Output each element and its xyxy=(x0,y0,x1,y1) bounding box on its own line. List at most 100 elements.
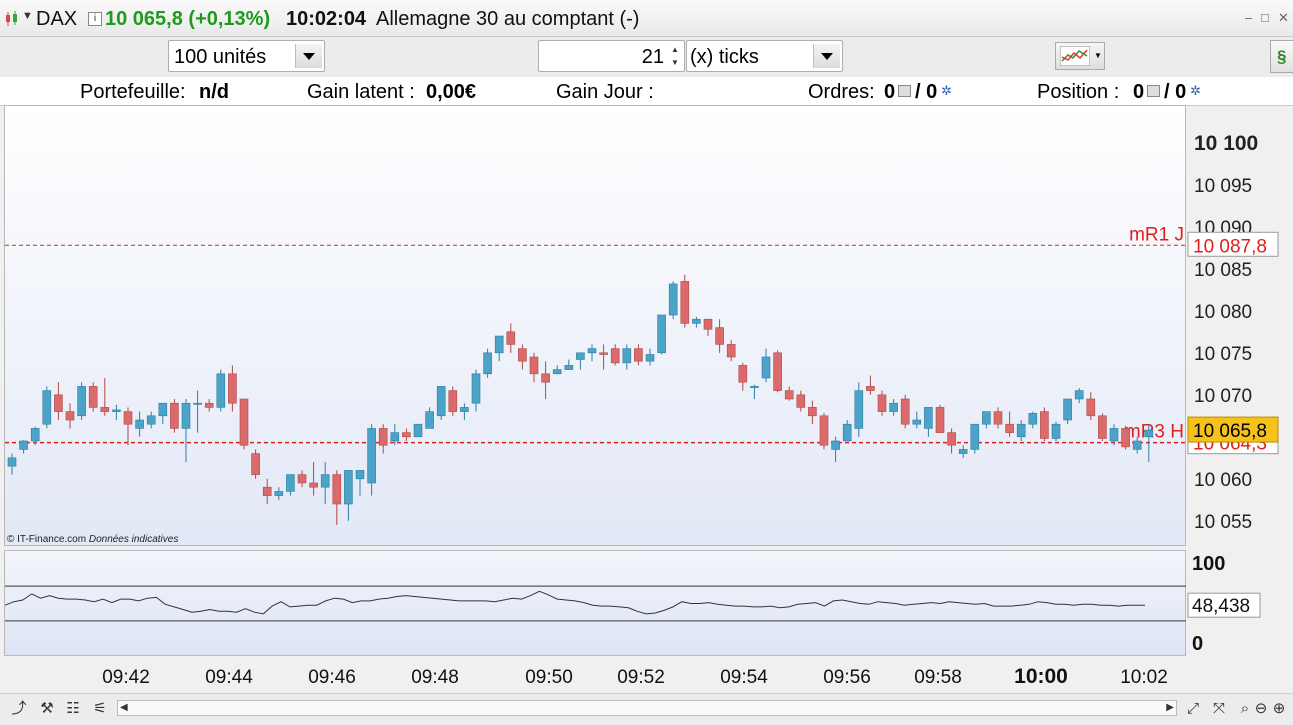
title-bar: ▼ DAX i 10 065,8 (+0,13%) 10:02:04 Allem… xyxy=(0,0,1293,37)
osc-line xyxy=(4,590,1145,615)
candle-body xyxy=(413,423,423,438)
quote-time: 10:02:04 xyxy=(286,8,367,30)
fit-icon[interactable]: ⤧ xyxy=(1212,700,1225,717)
instrument-description: Allemagne 30 au comptant (-) xyxy=(376,8,640,30)
maximize-button[interactable]: □ xyxy=(1261,10,1269,25)
quantity-value: 100 unités xyxy=(174,46,267,68)
oscillator-chart[interactable]: 100 0 48,438 xyxy=(0,550,1293,656)
orders-settings-icon[interactable]: ✲ xyxy=(941,83,952,98)
candle-body xyxy=(494,335,504,354)
y-tick-label: 10 075 xyxy=(1194,344,1252,365)
scroll-left-icon[interactable]: ◀ xyxy=(120,702,128,713)
candle-body xyxy=(889,402,898,412)
candle-body xyxy=(344,470,353,505)
osc-value-box xyxy=(1187,592,1261,618)
ticks-stepper[interactable]: ▲ ▼ xyxy=(671,45,679,67)
candle-body xyxy=(738,365,748,383)
chart-credit: © IT-Finance.com Données indicatives xyxy=(7,534,178,545)
symbol-name[interactable]: DAX xyxy=(36,8,78,30)
candle-body xyxy=(390,432,400,442)
candle-body xyxy=(680,281,690,324)
symbol-menu-chevron-icon[interactable]: ▼ xyxy=(22,10,33,22)
wrench-icon[interactable]: ⚒ xyxy=(40,700,54,717)
list-icon[interactable]: ☷ xyxy=(66,700,80,717)
candle-body xyxy=(808,407,817,417)
chart-style-chevron-icon: ▼ xyxy=(1094,51,1102,60)
zoom-search-icon[interactable]: ⌕ xyxy=(1240,700,1250,717)
candle-body xyxy=(239,398,249,446)
credit-text: © IT-Finance.com xyxy=(7,534,87,545)
candle-body xyxy=(1051,423,1061,439)
x-tick-label: 09:56 xyxy=(823,667,871,688)
candle-body xyxy=(1132,440,1142,450)
osc-max-label: 100 xyxy=(1192,553,1225,575)
candle-body xyxy=(332,474,342,505)
candle-body xyxy=(958,449,968,454)
close-button[interactable]: ✕ xyxy=(1278,10,1289,25)
candle-body xyxy=(471,373,481,404)
candle-body xyxy=(65,411,75,421)
zoom-in-icon[interactable]: ⊕ xyxy=(1272,700,1286,717)
candle-body xyxy=(1016,423,1026,438)
ticks-input[interactable]: 21 ▲ ▼ xyxy=(538,40,685,72)
ticks-unit-select[interactable]: (x) ticks xyxy=(686,40,843,72)
candle-body xyxy=(158,402,168,417)
candle-body xyxy=(77,386,86,417)
candle-body xyxy=(30,428,40,442)
candle-body xyxy=(866,386,875,391)
candle-body xyxy=(657,314,666,354)
position-count: 0 xyxy=(1133,81,1145,103)
side-panel-toggle[interactable]: § xyxy=(1270,40,1293,73)
candle-body xyxy=(1063,398,1072,421)
orders-list-icon[interactable] xyxy=(898,85,911,97)
oscillator-area[interactable] xyxy=(4,550,1186,656)
indicators-icon[interactable]: ⚟ xyxy=(93,700,107,717)
candle-body xyxy=(726,344,736,358)
position-settings-icon[interactable]: ✲ xyxy=(1190,83,1201,98)
candle-body xyxy=(1098,415,1107,439)
candle-body xyxy=(842,423,852,442)
credit-note: Données indicatives xyxy=(88,534,179,545)
zoom-out-icon[interactable]: ⊖ xyxy=(1254,700,1268,717)
y-tick-label: 10 100 xyxy=(1194,132,1258,155)
candle-body xyxy=(587,348,597,354)
candle-body xyxy=(1144,429,1154,438)
candle-body xyxy=(436,386,446,417)
expand-icon[interactable]: ⤢ xyxy=(1186,700,1199,717)
candle-body xyxy=(262,486,272,496)
candle-body xyxy=(54,394,63,412)
y-tick-label: 10 085 xyxy=(1194,260,1252,281)
x-tick-label: 09:42 xyxy=(102,667,150,688)
price-chart-area[interactable] xyxy=(4,105,1186,546)
scroll-right-icon[interactable]: ▶ xyxy=(1166,702,1174,713)
chart-trend-icon[interactable]: ⤴ xyxy=(11,700,27,717)
x-tick-label: 10:00 xyxy=(1014,665,1068,688)
candle-body xyxy=(564,365,574,370)
candlestick-icon[interactable] xyxy=(5,11,19,26)
info-icon[interactable]: i xyxy=(88,12,102,26)
candle-body xyxy=(355,470,365,480)
candle-body xyxy=(634,348,643,362)
candle-body xyxy=(912,419,922,425)
candle-body xyxy=(924,407,933,429)
candle-body xyxy=(146,415,156,425)
quantity-dropdown-button[interactable] xyxy=(295,44,322,68)
minimize-button[interactable]: – xyxy=(1245,10,1253,25)
candle-body xyxy=(947,432,956,446)
currency-icon: § xyxy=(1277,47,1287,66)
candle-body xyxy=(750,386,759,388)
osc-min-label: 0 xyxy=(1192,633,1203,655)
position-list-icon[interactable] xyxy=(1147,85,1160,97)
quantity-select[interactable]: 100 unités xyxy=(168,40,325,72)
chart-style-button[interactable]: ▼ xyxy=(1055,42,1105,70)
x-tick-label: 09:54 xyxy=(720,667,768,688)
candle-body xyxy=(599,352,608,355)
candle-body xyxy=(668,283,678,316)
ticks-unit-dropdown-button[interactable] xyxy=(813,44,840,68)
candle-body xyxy=(228,373,237,404)
candle-body xyxy=(819,415,829,446)
candle-body xyxy=(576,352,585,360)
horizontal-scrollbar[interactable]: ◀ ▶ xyxy=(117,700,1177,716)
unrealized-gain-value: 0,00€ xyxy=(426,81,477,103)
